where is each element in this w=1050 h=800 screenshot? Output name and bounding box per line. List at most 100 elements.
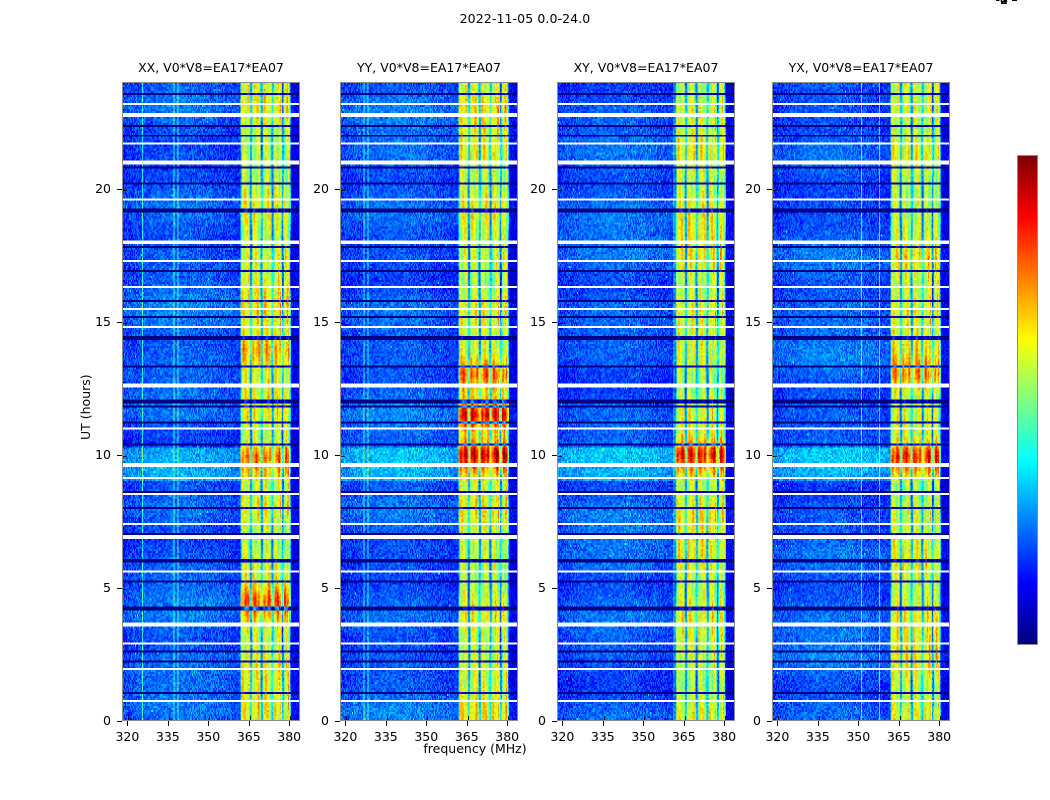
- x-tick-mark: [167, 721, 169, 726]
- colorbar-tick-label: -3: [975, 0, 1008, 6]
- y-tick-mark: [552, 321, 557, 323]
- y-tick-label: 5: [538, 579, 546, 595]
- x-tick-mark: [507, 721, 509, 726]
- y-tick-mark-inner: [558, 189, 562, 191]
- y-tick-mark: [117, 721, 122, 722]
- x-tick-label: 320: [765, 729, 790, 744]
- y-tick-mark-inner: [558, 588, 562, 590]
- x-tick-mark-inner: [563, 716, 565, 720]
- colorbar-gradient: [1018, 156, 1037, 644]
- y-tick-mark: [552, 454, 557, 456]
- y-tick-mark: [335, 188, 340, 190]
- x-tick-label: 380: [712, 729, 737, 744]
- colorbar-tick-mark-inner: [1018, 644, 1022, 645]
- waterfall-image-yx: [773, 83, 949, 720]
- spectrum-panel-xx: XX, V0*V8=EA17*EA07 320 335 350 365 380 0 5 10 15…: [95, 60, 301, 744]
- x-tick-label: 320: [333, 729, 358, 744]
- x-tick-label: 320: [550, 729, 575, 744]
- y-tick-mark-inner: [123, 588, 127, 590]
- y-tick-mark: [335, 721, 340, 722]
- x-tick-mark-inner: [290, 716, 292, 720]
- x-tick-label: 350: [414, 729, 439, 744]
- x-tick-label: 365: [454, 729, 479, 744]
- y-tick-mark-inner: [558, 322, 562, 324]
- x-tick-mark-inner: [346, 716, 348, 720]
- x-tick-mark-inner: [168, 716, 170, 720]
- y-tick-mark-inner: [773, 189, 777, 191]
- colorbar-tick-mark: [1012, 0, 1017, 1]
- colorbar-tick-label: -2: [975, 0, 1008, 6]
- x-tick-mark-inner: [859, 716, 861, 720]
- x-tick-mark-inner: [209, 716, 211, 720]
- y-tick-mark-inner: [341, 588, 345, 590]
- y-tick-label: 0: [103, 712, 111, 728]
- x-tick-mark: [898, 721, 900, 726]
- y-tick-label: 20: [745, 180, 761, 196]
- y-tick-label: 0: [321, 712, 329, 728]
- x-tick-mark-inner: [467, 716, 469, 720]
- x-tick-mark-inner: [386, 716, 388, 720]
- y-tick-mark-inner: [773, 455, 777, 457]
- x-tick-label: 335: [155, 729, 180, 744]
- y-tick-mark: [767, 721, 772, 722]
- waterfall-image-xx: [123, 83, 299, 720]
- x-tick-label: 335: [805, 729, 830, 744]
- y-tick-label: 20: [313, 180, 329, 196]
- y-tick-label: 5: [753, 579, 761, 595]
- x-tick-mark-inner: [644, 716, 646, 720]
- x-tick-mark-inner: [603, 716, 605, 720]
- x-tick-mark-inner: [684, 716, 686, 720]
- x-tick-label: 365: [236, 729, 261, 744]
- y-tick-label: 10: [530, 446, 546, 462]
- x-tick-label: 380: [277, 729, 302, 744]
- x-tick-label: 335: [373, 729, 398, 744]
- y-tick-mark-inner: [341, 322, 345, 324]
- x-tick-mark: [562, 721, 564, 726]
- panel-title-yy: YY, V0*V8=EA17*EA07: [357, 60, 501, 75]
- x-tick-label: 380: [495, 729, 520, 744]
- x-tick-mark-inner: [778, 716, 780, 720]
- x-axis-label: frequency (MHz): [423, 741, 527, 756]
- x-tick-label: 350: [846, 729, 871, 744]
- panel-title-xy: XY, V0*V8=EA17*EA07: [573, 60, 719, 75]
- waterfall-image-yy: [341, 83, 517, 720]
- x-tick-mark: [939, 721, 941, 726]
- x-tick-label: 350: [196, 729, 221, 744]
- x-tick-mark-inner: [508, 716, 510, 720]
- x-tick-mark: [777, 721, 779, 726]
- y-tick-label: 0: [538, 712, 546, 728]
- y-axis-label: UT (hours): [78, 373, 93, 440]
- x-tick-mark: [858, 721, 860, 726]
- x-tick-mark: [683, 721, 685, 726]
- colorbar-tick-label: -1: [975, 0, 1008, 6]
- y-tick-mark: [335, 587, 340, 589]
- x-tick-label: 350: [631, 729, 656, 744]
- y-tick-mark: [552, 587, 557, 589]
- y-tick-mark-inner: [341, 455, 345, 457]
- y-tick-mark: [335, 321, 340, 323]
- x-tick-mark: [127, 721, 129, 726]
- y-tick-mark-inner: [773, 322, 777, 324]
- x-tick-mark-inner: [940, 716, 942, 720]
- y-tick-label: 15: [745, 313, 761, 329]
- panel-title-xx: XX, V0*V8=EA17*EA07: [138, 60, 284, 75]
- x-tick-mark: [817, 721, 819, 726]
- x-tick-label: 365: [671, 729, 696, 744]
- y-tick-mark: [117, 454, 122, 456]
- spectrum-panel-yy: YY, V0*V8=EA17*EA07 320 335 350 365 380 0 5 10 15…: [313, 60, 519, 744]
- y-tick-label: 20: [530, 180, 546, 196]
- x-tick-label: 320: [115, 729, 140, 744]
- y-tick-mark: [117, 188, 122, 190]
- colorbar-tick-label: 0: [975, 0, 1008, 6]
- y-tick-mark: [767, 321, 772, 323]
- x-tick-mark: [724, 721, 726, 726]
- y-tick-label: 20: [95, 180, 111, 196]
- x-tick-label: 365: [886, 729, 911, 744]
- y-tick-label: 0: [753, 712, 761, 728]
- x-tick-mark-inner: [899, 716, 901, 720]
- x-tick-mark: [466, 721, 468, 726]
- x-tick-label: 335: [590, 729, 615, 744]
- y-tick-mark: [552, 188, 557, 190]
- y-tick-mark: [767, 454, 772, 456]
